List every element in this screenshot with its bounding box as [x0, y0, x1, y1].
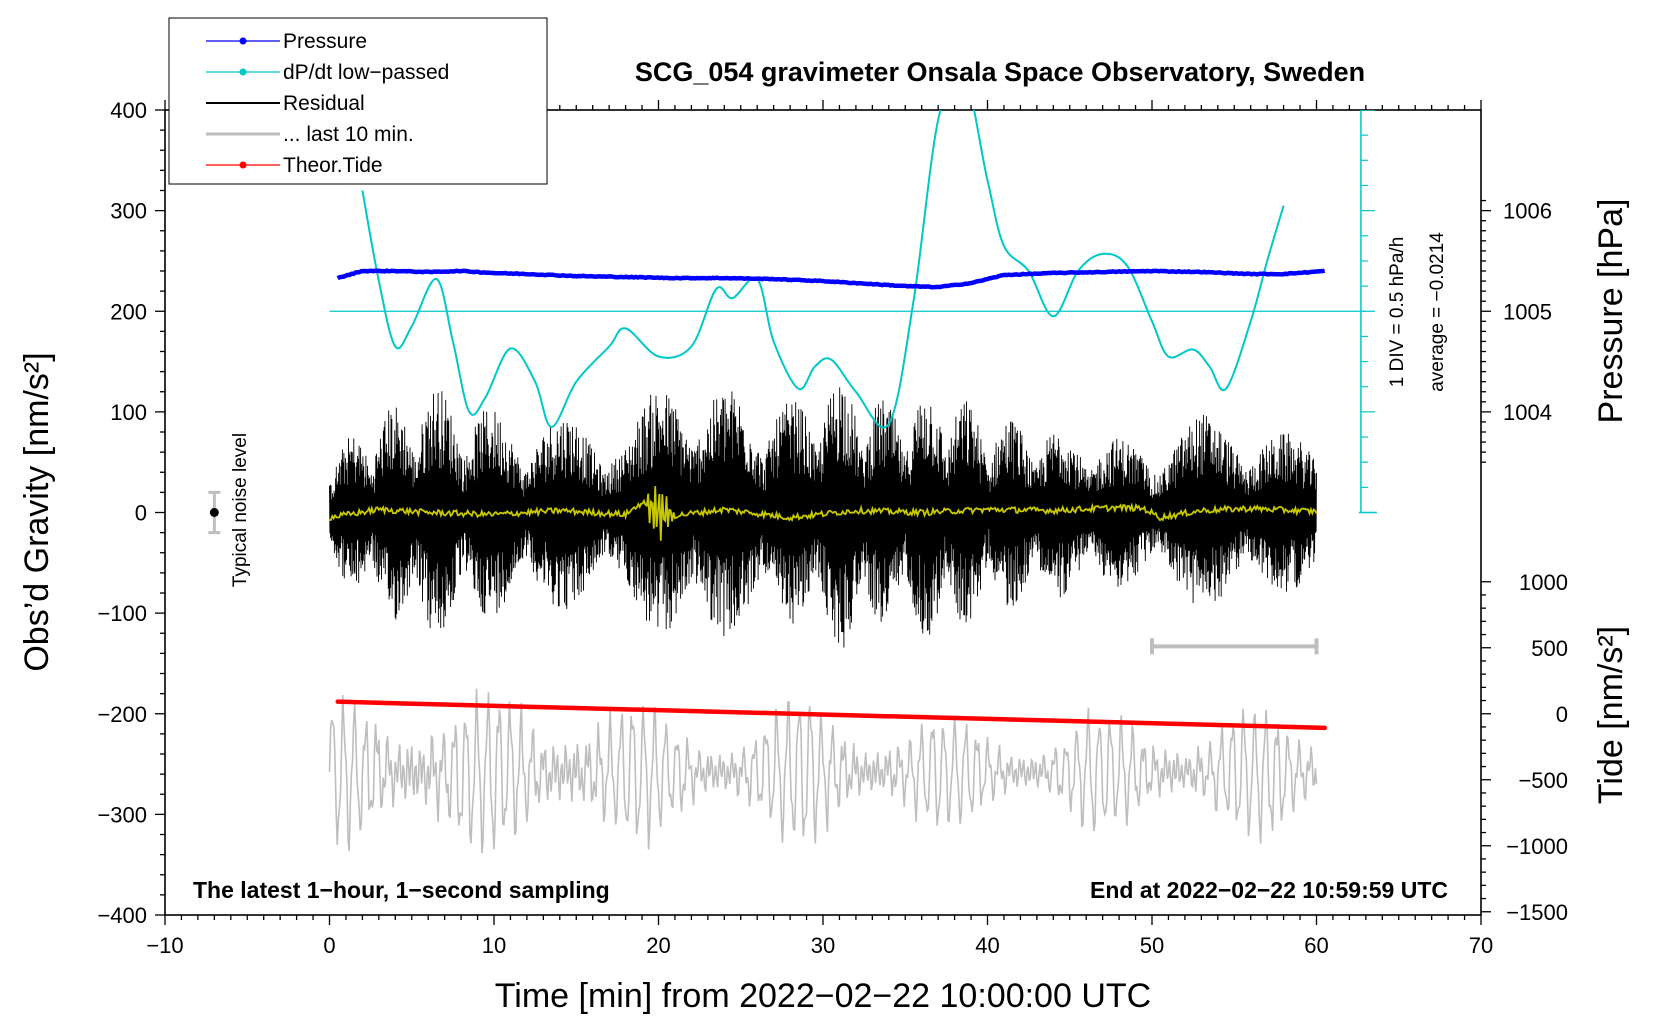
dpdt-series	[329, 110, 1377, 514]
y-axis-pressure: 1006 1005 1004	[1481, 199, 1552, 463]
noise-level-dot	[209, 508, 219, 517]
y-tick-label: −400	[97, 903, 147, 928]
noise-level-label: Typical noise level	[230, 433, 251, 587]
tide-tick-label: −1500	[1506, 900, 1568, 925]
y-tick-label: −100	[97, 601, 147, 626]
y-axis-left: 400 300 200 100 0 −100 −200 −300 −400	[97, 98, 165, 928]
tide-tick-label: 0	[1556, 702, 1568, 727]
pressure-tick-label: 1004	[1503, 400, 1552, 425]
last-10-min-line	[328, 688, 1318, 854]
tide-tick-label: 500	[1531, 636, 1568, 661]
legend-label-dpdt: dP/dt low−passed	[283, 61, 449, 84]
legend-box	[168, 17, 548, 185]
x-tick-label: 70	[1469, 933, 1493, 958]
legend-label-tide: Theor.Tide	[283, 154, 383, 177]
legend: Pressure dP/dt low−passed Residual ... l…	[168, 17, 548, 185]
residual-line	[329, 387, 1317, 648]
y-tick-label: 200	[110, 299, 147, 324]
legend-label-residual: Residual	[283, 92, 365, 115]
tide-tick-label: 1000	[1519, 570, 1568, 595]
last-10-min-series	[328, 688, 1318, 854]
x-tick-label: 60	[1304, 933, 1328, 958]
legend-entry-pressure: Pressure	[206, 30, 367, 53]
y-tick-label: −300	[97, 802, 147, 827]
dpdt-line	[361, 110, 1285, 429]
y-tick-label: −200	[97, 702, 147, 727]
x-tick-label: 10	[482, 933, 506, 958]
pressure-line	[336, 268, 1326, 290]
x-tick-label: 0	[323, 933, 335, 958]
chart-title: SCG_054 gravimeter Onsala Space Observat…	[635, 57, 1365, 87]
tide-series	[335, 699, 1327, 731]
y-tick-label: 400	[110, 98, 147, 123]
annotations	[208, 490, 1319, 655]
y-axis-label-pressure: Pressure [hPa]	[1592, 199, 1630, 424]
pressure-tick-label: 1005	[1503, 299, 1552, 324]
div-label: 1 DIV = 0.5 hPa/h	[1387, 237, 1408, 388]
y-axis-label-left: Obs’d Gravity [nm/s²]	[18, 352, 56, 671]
y-tick-label: 100	[110, 400, 147, 425]
x-tick-label: 30	[811, 933, 835, 958]
note-bottom-right: End at 2022−02−22 10:59:59 UTC	[1090, 877, 1448, 903]
legend-entry-last10: ... last 10 min.	[206, 123, 414, 146]
y-tick-label: 0	[135, 501, 147, 526]
y-tick-label: 300	[110, 199, 147, 224]
legend-entry-residual: Residual	[206, 92, 365, 115]
legend-entry-tide: Theor.Tide	[206, 154, 383, 177]
residual-series	[329, 387, 1317, 648]
pressure-tick-label: 1006	[1503, 199, 1552, 224]
y-axis-label-tide: Tide [nm/s²]	[1592, 626, 1630, 804]
x-axis-label: Time [min] from 2022−02−22 10:00:00 UTC	[495, 977, 1151, 1015]
note-bottom-left: The latest 1−hour, 1−second sampling	[193, 877, 610, 903]
x-tick-label: −10	[146, 933, 183, 958]
legend-label-pressure: Pressure	[283, 30, 367, 53]
pressure-series	[336, 268, 1326, 290]
legend-label-last10: ... last 10 min.	[283, 123, 414, 146]
x-tick-label: 20	[646, 933, 670, 958]
x-axis: −10 0 10 20 30 40 50 60 70	[146, 100, 1493, 958]
tide-tick-label: −500	[1518, 768, 1568, 793]
legend-entry-dpdt: dP/dt low−passed	[206, 61, 449, 84]
x-tick-label: 50	[1140, 933, 1164, 958]
x-tick-label: 40	[975, 933, 999, 958]
y-axis-tide: 1000 500 0 −500 −1000 −1500	[1481, 570, 1568, 925]
residual-smoothed-series	[329, 486, 1318, 541]
residual-smoothed-line	[329, 486, 1318, 541]
tide-line	[335, 699, 1327, 731]
average-label: average = −0.0214	[1427, 232, 1448, 392]
tide-tick-label: −1000	[1506, 834, 1568, 859]
